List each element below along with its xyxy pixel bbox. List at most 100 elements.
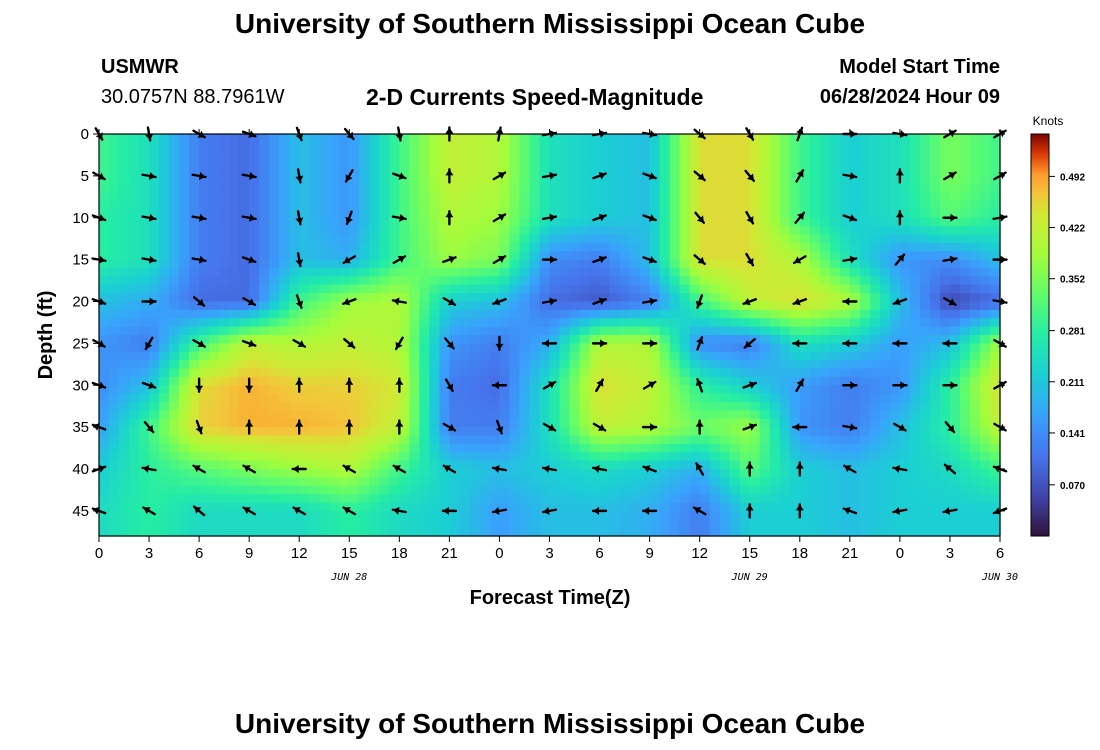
heatmap-cell — [879, 175, 891, 185]
heatmap-cell — [919, 142, 931, 152]
heatmap-cell — [359, 226, 370, 236]
heatmap-cell — [369, 502, 380, 512]
heatmap-cell — [679, 142, 691, 152]
heatmap-cell — [709, 184, 721, 194]
heatmap-cell — [549, 268, 561, 277]
heatmap-cell — [319, 360, 330, 370]
heatmap-cell — [699, 385, 711, 395]
heatmap-cell — [429, 402, 440, 411]
heatmap-cell — [949, 293, 961, 303]
heatmap-cell — [509, 226, 521, 236]
heatmap-cell — [589, 268, 601, 277]
heatmap-cell — [449, 494, 460, 504]
heatmap-cell — [839, 485, 851, 495]
heatmap-cell — [519, 494, 531, 504]
heatmap-cell — [269, 134, 280, 143]
heatmap-cell — [869, 485, 881, 495]
heatmap-cell — [439, 443, 450, 453]
heatmap-cell — [969, 519, 981, 529]
heatmap-cell — [289, 192, 300, 202]
heatmap-cell — [639, 510, 651, 520]
heatmap-cell — [219, 343, 230, 353]
heatmap-cell — [749, 276, 761, 286]
current-arrow — [892, 297, 908, 306]
heatmap-cell — [409, 167, 420, 177]
heatmap-cell — [379, 318, 390, 328]
heatmap-cell — [369, 335, 380, 344]
heatmap-cell — [479, 318, 491, 328]
heatmap-cell — [809, 184, 821, 194]
heatmap-cell — [889, 376, 901, 386]
heatmap-cell — [979, 393, 991, 403]
heatmap-cell — [199, 435, 210, 445]
heatmap-cell — [649, 259, 661, 269]
heatmap-cell — [399, 460, 410, 470]
heatmap-cell — [749, 134, 761, 143]
heatmap-cell — [289, 251, 300, 261]
heatmap-cell — [169, 167, 180, 177]
heatmap-cell — [129, 318, 140, 328]
heatmap-cell — [299, 360, 310, 370]
heatmap-cell — [479, 460, 491, 470]
heatmap-cell — [369, 209, 380, 219]
heatmap-cell — [299, 410, 310, 420]
heatmap-cell — [819, 201, 831, 210]
heatmap-cell — [619, 335, 631, 344]
heatmap-cell — [129, 519, 140, 529]
heatmap-cell — [829, 251, 841, 261]
heatmap-cell — [699, 351, 711, 361]
heatmap-cell — [529, 268, 541, 277]
heatmap-cell — [979, 134, 991, 143]
heatmap-cell — [519, 502, 531, 512]
heatmap-cell — [99, 293, 110, 303]
heatmap-cell — [489, 477, 501, 487]
heatmap-cell — [599, 184, 611, 194]
heatmap-cell — [479, 217, 491, 227]
heatmap-cell — [949, 502, 961, 512]
heatmap-cell — [729, 335, 741, 344]
heatmap-cell — [849, 368, 861, 378]
heatmap-cell — [509, 201, 521, 210]
heatmap-cell — [649, 159, 661, 169]
heatmap-cell — [199, 142, 210, 152]
heatmap-cell — [819, 410, 831, 420]
heatmap-cell — [639, 293, 651, 303]
heatmap-cell — [769, 427, 781, 437]
heatmap-cell — [289, 418, 300, 428]
heatmap-cell — [549, 150, 561, 160]
heatmap-cell — [599, 242, 611, 252]
heatmap-cell — [639, 318, 651, 328]
heatmap-cell — [329, 494, 340, 504]
heatmap-cell — [609, 351, 621, 361]
heatmap-cell — [749, 234, 761, 244]
heatmap-cell — [259, 443, 270, 453]
heatmap-cell — [369, 284, 380, 294]
heatmap-cell — [509, 309, 521, 319]
heatmap-cell — [159, 410, 170, 420]
heatmap-cell — [859, 418, 871, 428]
heatmap-cell — [449, 318, 460, 328]
heatmap-cell — [889, 284, 901, 294]
heatmap-cell — [149, 402, 160, 411]
heatmap-cell — [569, 259, 581, 269]
current-arrow — [842, 423, 858, 432]
heatmap-cell — [199, 150, 210, 160]
current-arrow — [141, 464, 157, 473]
heatmap-cell — [659, 502, 671, 512]
heatmap-cell — [529, 284, 541, 294]
heatmap-cell — [129, 460, 140, 470]
heatmap-cell — [159, 343, 170, 353]
heatmap-cell — [809, 150, 821, 160]
heatmap-cell — [369, 477, 380, 487]
heatmap-cell — [289, 167, 300, 177]
heatmap-cell — [109, 427, 120, 437]
heatmap-cell — [269, 368, 280, 378]
heatmap-cell — [779, 301, 791, 311]
heatmap-cell — [639, 159, 651, 169]
heatmap-cell — [829, 159, 841, 169]
heatmap-cell — [249, 443, 260, 453]
heatmap-cell — [219, 309, 230, 319]
heatmap-cell — [719, 368, 731, 378]
heatmap-cell — [119, 134, 130, 143]
heatmap-cell — [749, 485, 761, 495]
